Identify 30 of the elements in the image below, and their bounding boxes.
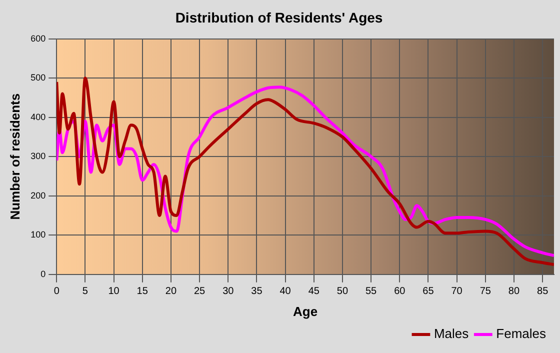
x-tick-label: 45 [308,286,320,298]
x-tick-label: 10 [108,286,120,298]
x-tick-label: 85 [537,286,549,298]
x-tick-label: 80 [508,286,520,298]
legend-label: Females [496,326,546,342]
x-tick-label: 25 [194,286,206,298]
y-tick-label: 300 [30,151,46,162]
y-tick-label: 400 [30,112,46,122]
x-tick-label: 20 [165,286,177,298]
x-tick-label: 5 [82,286,88,298]
x-tick-label: 50 [336,286,348,298]
x-tick-label: 35 [251,286,263,298]
y-axis-title: Number of residents [7,93,22,220]
x-axis-title: Age [293,304,318,319]
y-tick-label: 600 [30,33,46,44]
y-tick-label: 500 [30,72,46,83]
legend-label: Males [434,326,470,342]
x-tick-label: 55 [365,286,378,298]
x-tick-label: 75 [480,286,492,298]
x-tick-label: 30 [222,286,234,298]
x-tick-label: 40 [280,286,292,298]
x-tick-label: 65 [422,286,434,298]
x-tick-label: 0 [54,286,60,298]
y-tick-label: 0 [40,268,46,279]
x-tick-label: 15 [136,286,148,298]
y-tick-label: 200 [30,190,46,200]
chart-title: Distribution of Residents' Ages [175,9,383,26]
x-tick-label: 70 [451,286,463,298]
y-tick-label: 100 [30,230,46,240]
x-tick-label: 60 [394,286,406,298]
